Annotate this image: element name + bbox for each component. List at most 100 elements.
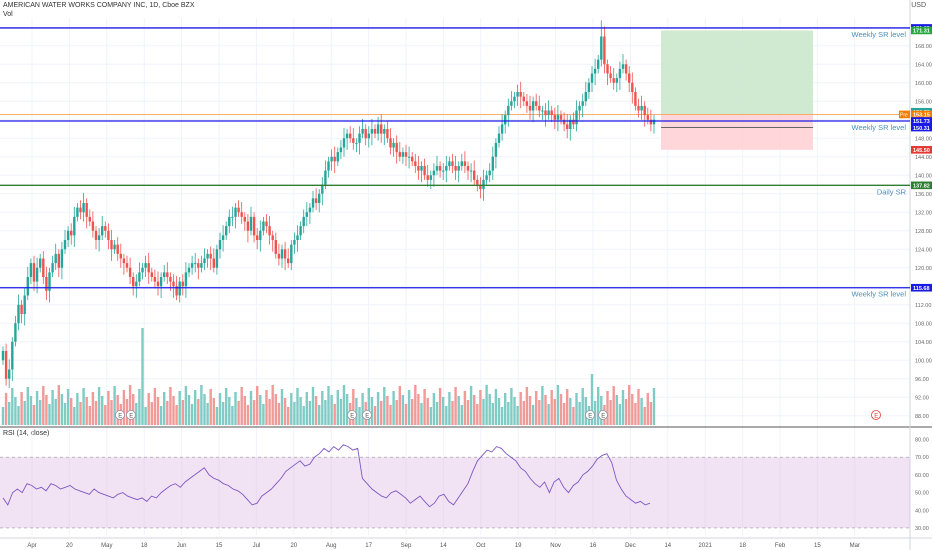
volume-bar (544, 395, 547, 425)
volume-bar (463, 391, 467, 425)
volume-bar (597, 387, 600, 425)
volume-bar (491, 403, 494, 425)
volume-bar (448, 392, 451, 425)
candle-body (398, 152, 401, 157)
volume-bar (11, 388, 14, 425)
sr-level-label: Weekly SR level (852, 123, 907, 132)
candle-body (522, 96, 525, 102)
volume-bar (212, 398, 215, 425)
price-tick-label: 124.00 (915, 247, 932, 253)
volume-indicator-label[interactable]: Vol (3, 11, 13, 18)
candle-body (277, 253, 281, 259)
candle-body (283, 249, 287, 259)
candle-body (256, 235, 259, 240)
candle-body (445, 166, 448, 171)
time-tick-label: 2021 (699, 543, 713, 549)
price-tick-label: 160.00 (915, 81, 932, 87)
candle-body (268, 226, 271, 236)
sr-level-label: Daily SR (877, 187, 907, 196)
candle-body (339, 147, 343, 153)
candle-body (166, 272, 169, 277)
volume-bar (187, 395, 191, 425)
volume-bar (104, 405, 107, 425)
time-tick-label: Jul (253, 543, 261, 549)
candle-body (23, 295, 26, 314)
volume-bar (469, 386, 473, 425)
candle-body (45, 277, 48, 291)
volume-bar (386, 396, 389, 425)
volume-bar (20, 392, 23, 425)
candle-body (11, 341, 14, 370)
candle-body (79, 207, 82, 213)
earnings-marker (126, 410, 136, 420)
time-tick-label: Sep (401, 543, 412, 549)
earnings-marker-label: E (350, 413, 354, 419)
candle-body (438, 166, 442, 171)
candle-body (541, 110, 544, 112)
candle-body (82, 203, 85, 213)
volume-bar (110, 400, 113, 425)
candle-body (305, 212, 308, 217)
volume-bar (79, 402, 82, 425)
candle-body (135, 281, 138, 287)
candle-body (259, 230, 262, 240)
candle-body (519, 92, 522, 97)
candle-body (587, 82, 591, 92)
rsi-tick-label: 30.00 (915, 526, 929, 532)
volume-bar (454, 387, 457, 425)
candle-body (63, 240, 67, 250)
candle-body (125, 263, 129, 268)
candle-body (504, 115, 507, 125)
candle-body (559, 115, 563, 120)
volume-bar (531, 405, 535, 425)
volume-bar (166, 401, 169, 425)
price-tick-label: 96.00 (915, 377, 929, 383)
volume-bar (153, 388, 157, 425)
candle-body (206, 253, 209, 259)
volume-bar (500, 407, 504, 425)
volume-bar (144, 407, 147, 425)
candle-body (197, 263, 200, 268)
volume-bar (395, 400, 398, 425)
price-badge (911, 283, 932, 292)
volume-bar (54, 399, 57, 425)
volume-bar (73, 407, 76, 425)
candle-body (646, 115, 649, 120)
time-tick-label: 19 (515, 543, 522, 549)
candle-body (584, 92, 587, 102)
volume-bar (420, 403, 423, 425)
volume-bar (488, 394, 491, 425)
volume-bar (566, 389, 569, 425)
volume-bar (138, 389, 141, 425)
candle-body (147, 263, 150, 273)
rsi-tick-label: 50.00 (915, 491, 929, 497)
volume-bar (218, 393, 222, 425)
volume-bar (612, 386, 615, 425)
time-tick-label: 17 (365, 543, 372, 549)
volume-bar (299, 397, 302, 425)
candle-body (280, 249, 284, 259)
candle-body (383, 129, 386, 134)
price-badge (911, 110, 932, 119)
candle-body (538, 105, 541, 111)
candle-body (364, 129, 367, 139)
volume-bar (206, 403, 209, 425)
candle-body (172, 281, 175, 287)
volume-bar (172, 396, 175, 425)
volume-bar (426, 398, 429, 425)
volume-bar (150, 402, 153, 425)
volume-bar (504, 393, 507, 425)
candle-body (631, 82, 634, 92)
price-tick-label: 108.00 (915, 321, 932, 327)
volume-bar (305, 392, 308, 425)
candle-body (556, 115, 560, 120)
rsi-indicator-label[interactable]: RSI (14, close) (3, 430, 50, 437)
candle-body (618, 68, 622, 79)
candle-body (262, 221, 265, 231)
volume-bar (631, 394, 634, 425)
earnings-marker-label: E (118, 413, 122, 419)
volume-bar (318, 405, 321, 425)
volume-bar (302, 406, 305, 425)
candle-body (488, 170, 491, 176)
